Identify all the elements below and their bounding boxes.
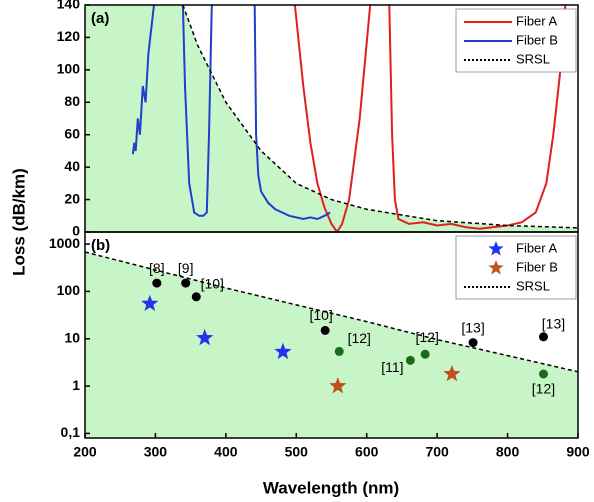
legend-label: SRSL [516, 51, 550, 66]
fiber-line [131, 5, 331, 221]
reference-point [405, 355, 415, 365]
y-tick-label: 120 [57, 28, 81, 44]
plot-area [85, 232, 578, 438]
x-axis-label: Wavelength (nm) [263, 478, 399, 497]
star-marker [443, 365, 461, 382]
reference-label: [12] [415, 329, 438, 345]
y-tick-label: 10 [64, 329, 80, 345]
star-marker [329, 377, 347, 394]
x-tick-label: 300 [144, 444, 168, 460]
reference-label: [13] [461, 319, 484, 335]
y-tick-label: 80 [64, 93, 80, 109]
srsl-line [85, 251, 578, 373]
reference-point [181, 278, 191, 288]
y-tick-label: 20 [64, 190, 80, 206]
reference-point [320, 325, 330, 335]
legend-label: SRSL [516, 278, 550, 293]
legend-star [488, 260, 504, 275]
reference-point [191, 292, 201, 302]
reference-label: [10] [201, 275, 224, 291]
legend-star [488, 241, 504, 256]
x-tick-label: 700 [425, 444, 449, 460]
y-axis-label: Loss (dB/km) [9, 168, 28, 276]
y-tick-label: 40 [64, 158, 80, 174]
reference-label: [10] [309, 307, 332, 323]
x-tick-label: 500 [285, 444, 309, 460]
srsl-fill [85, 232, 578, 438]
plot-area [85, 5, 578, 232]
axes-frame [84, 231, 579, 439]
y-tick-label: 0,1 [61, 424, 81, 440]
reference-point [420, 349, 430, 359]
legend-box [455, 235, 577, 300]
y-tick-label: 140 [57, 0, 81, 12]
y-tick-label: 100 [57, 282, 81, 298]
fiber-line [293, 5, 567, 232]
legend-label: Fiber A [516, 13, 558, 28]
y-tick-label: 1000 [49, 235, 80, 251]
y-tick-label: 100 [57, 61, 81, 77]
y-tick-label: 0 [72, 223, 80, 239]
x-tick-label: 900 [566, 444, 590, 460]
srsl-line [182, 5, 578, 229]
y-tick-label: 60 [64, 125, 80, 141]
reference-label: [12] [348, 330, 371, 346]
reference-label: [13] [542, 315, 565, 331]
reference-point [334, 346, 344, 356]
x-tick-label: 600 [355, 444, 379, 460]
reference-point [468, 338, 478, 348]
legend-label: Fiber B [516, 32, 558, 47]
reference-label: [11] [381, 359, 403, 375]
reference-point [538, 369, 548, 379]
panel-label: (a) [91, 10, 109, 27]
reference-point [152, 278, 162, 288]
legend-label: Fiber A [516, 240, 558, 255]
x-tick-label: 200 [73, 444, 97, 460]
legend-label: Fiber B [516, 259, 558, 274]
y-tick-label: 1 [72, 377, 80, 393]
reference-label: [9] [178, 260, 194, 276]
star-marker [141, 294, 159, 311]
x-tick-label: 400 [214, 444, 238, 460]
reference-label: [12] [532, 381, 555, 397]
reference-label: [8] [149, 260, 165, 276]
x-tick-label: 800 [496, 444, 520, 460]
panel-label: (b) [91, 237, 110, 254]
star-marker [274, 342, 292, 360]
reference-point [538, 332, 548, 342]
star-marker [196, 328, 214, 346]
